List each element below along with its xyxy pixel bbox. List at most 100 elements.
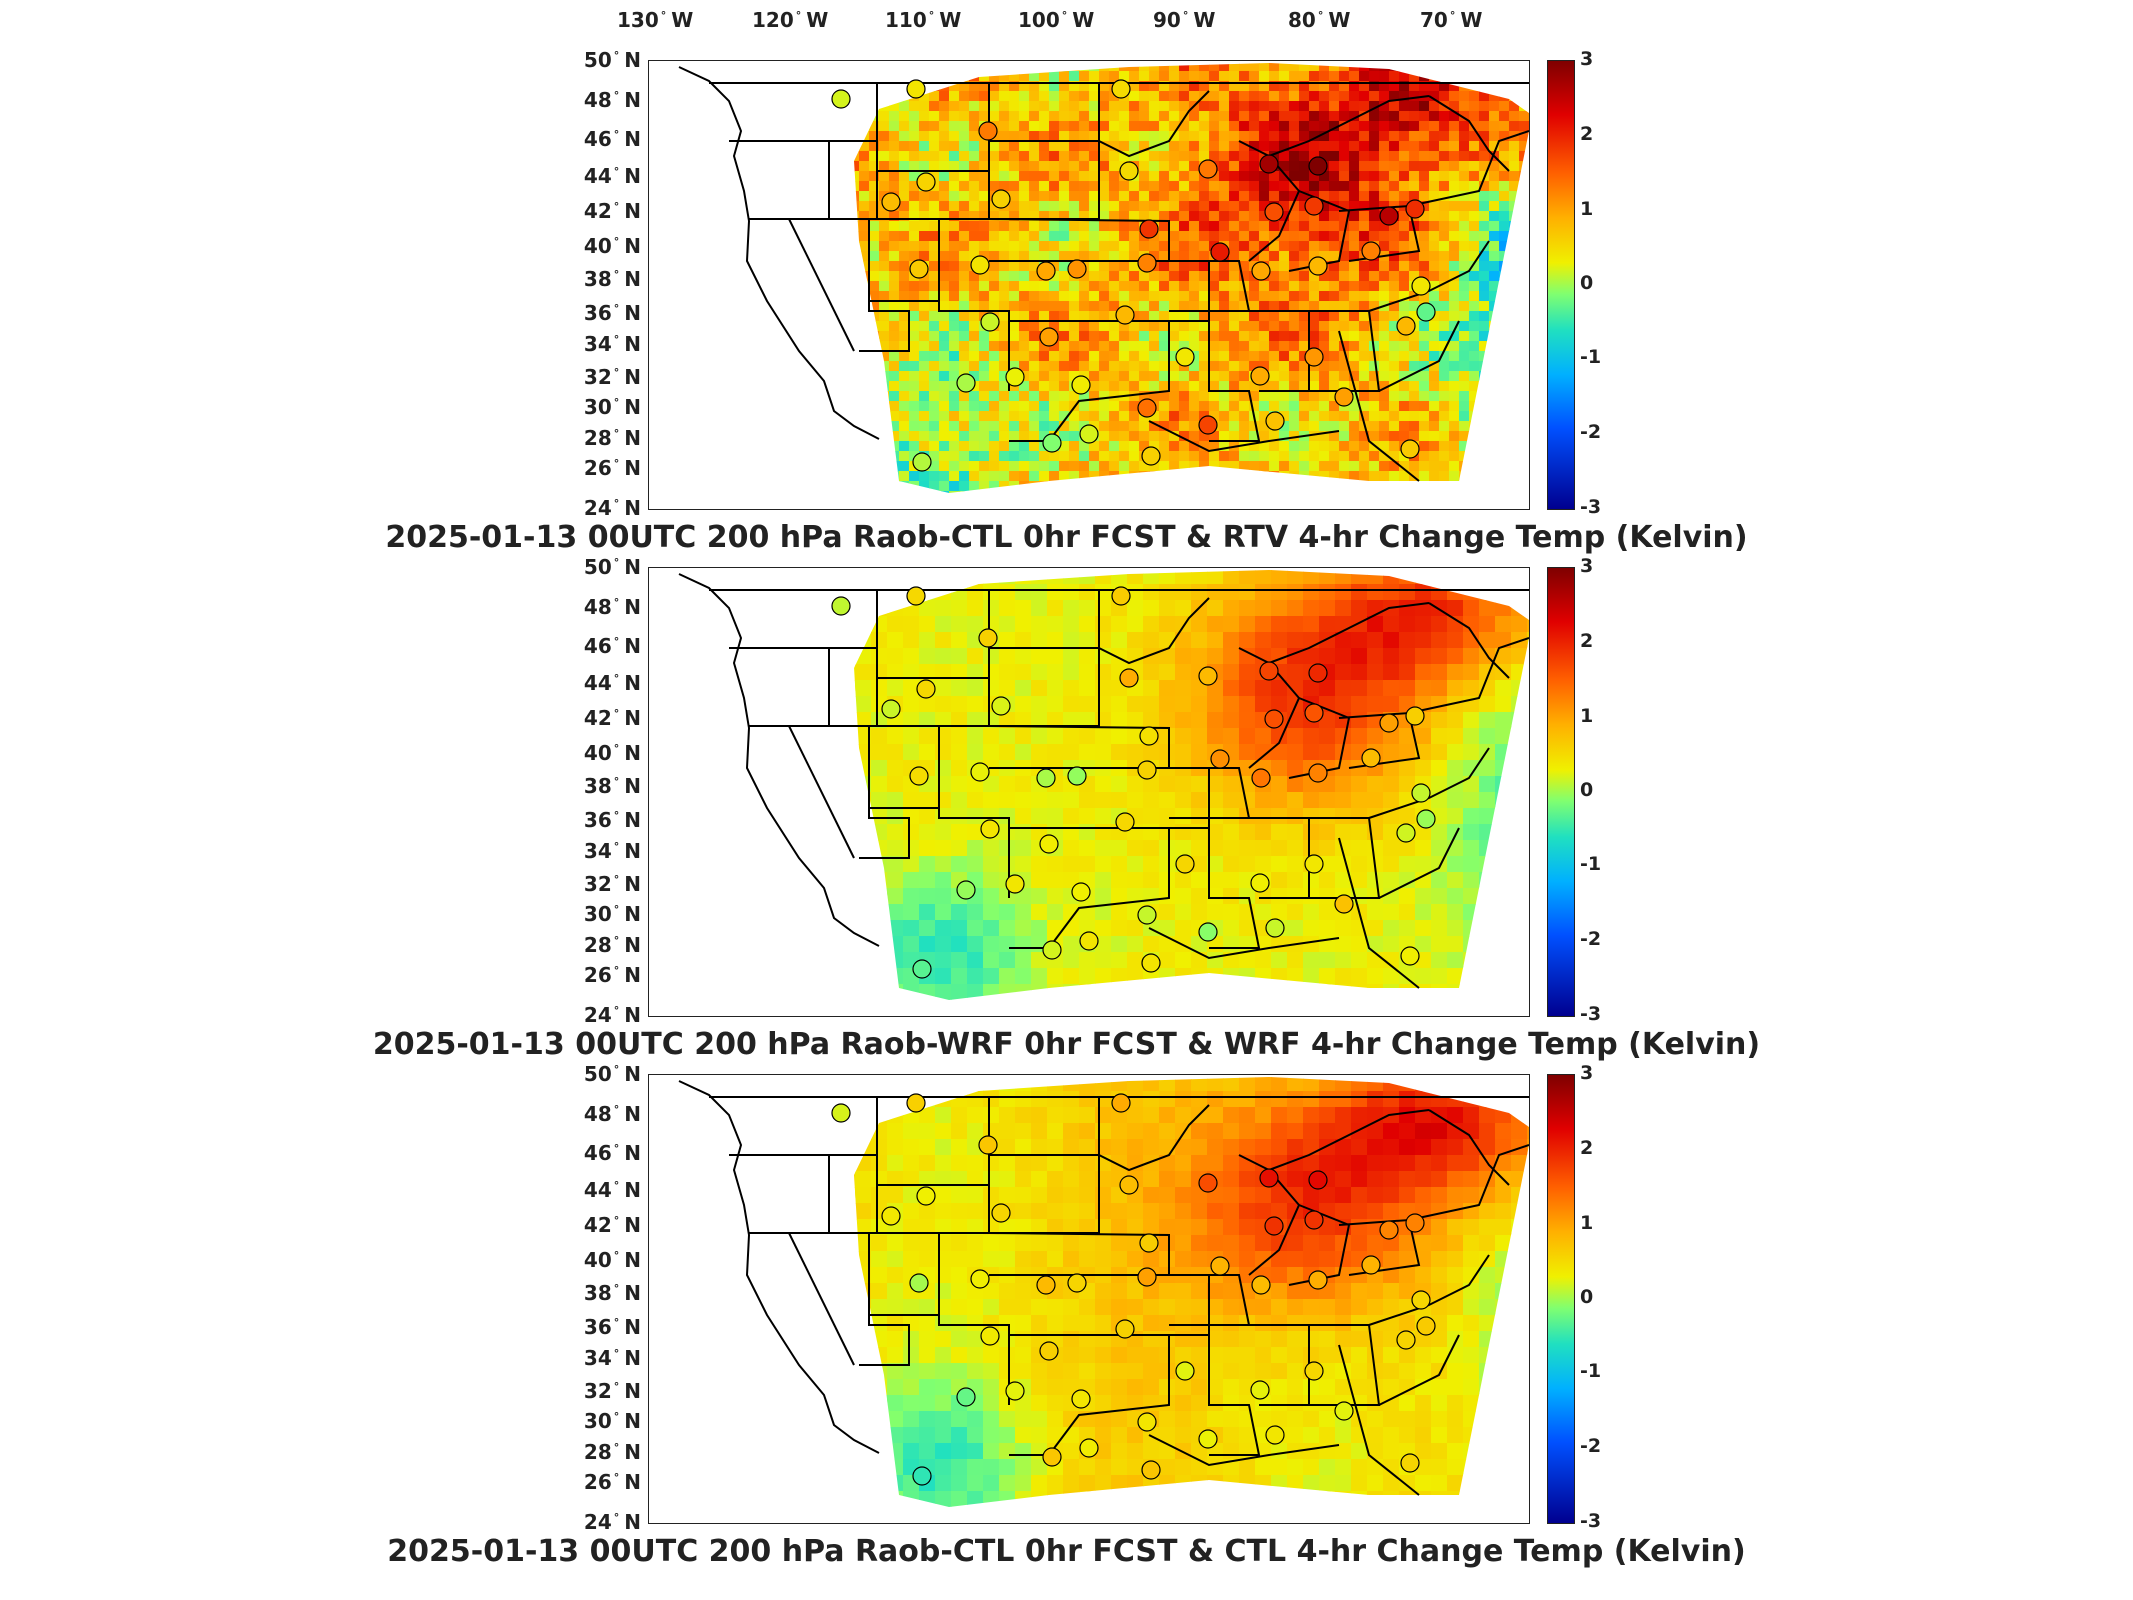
degree-symbol: ° xyxy=(613,1441,620,1455)
lat-label: 44 ° N xyxy=(584,164,641,188)
degree-symbol: ° xyxy=(613,457,620,471)
lat-hemisphere: N xyxy=(624,555,641,579)
raob-station-marker xyxy=(1036,1275,1056,1295)
degree-symbol: ° xyxy=(613,89,620,103)
lat-hemisphere: N xyxy=(624,88,641,112)
lat-hemisphere: N xyxy=(624,933,641,957)
degree-symbol: ° xyxy=(613,1471,620,1485)
raob-station-marker xyxy=(831,89,851,109)
map-canvas xyxy=(678,570,1529,1000)
degree-symbol: ° xyxy=(613,1282,620,1296)
raob-station-marker xyxy=(1259,154,1279,174)
raob-station-marker xyxy=(1141,446,1161,466)
lat-hemisphere: N xyxy=(624,365,641,389)
raob-station-marker xyxy=(1405,706,1425,726)
lat-label: 28 ° N xyxy=(584,933,641,957)
raob-station-marker xyxy=(881,192,901,212)
lat-hemisphere: N xyxy=(624,1315,641,1339)
raob-station-marker xyxy=(1071,1389,1091,1409)
lat-hemisphere: N xyxy=(624,1409,641,1433)
degree-symbol: ° xyxy=(613,775,620,789)
degree-symbol: ° xyxy=(613,934,620,948)
lat-hemisphere: N xyxy=(624,1102,641,1126)
raob-station-marker xyxy=(970,255,990,275)
degree-symbol: ° xyxy=(613,49,620,63)
degree-symbol: ° xyxy=(1182,9,1189,23)
raob-station-marker xyxy=(906,1093,926,1113)
lat-label: 34 ° N xyxy=(584,1346,641,1370)
lat-value: 50 xyxy=(583,48,612,72)
raob-station-marker xyxy=(1334,1401,1354,1421)
degree-symbol: ° xyxy=(1061,9,1068,23)
raob-station-marker xyxy=(1259,661,1279,681)
raob-station-marker xyxy=(1405,199,1425,219)
lat-value: 36 xyxy=(583,1315,612,1339)
raob-station-marker xyxy=(831,1103,851,1123)
raob-station-marker xyxy=(916,172,936,192)
lat-label: 26 ° N xyxy=(584,1470,641,1494)
colorbar-tick-label: -3 xyxy=(1580,1510,1602,1532)
degree-symbol: ° xyxy=(613,497,620,511)
degree-symbol: ° xyxy=(660,9,667,23)
colorbar-tick-label: -3 xyxy=(1580,496,1602,518)
degree-symbol: ° xyxy=(928,9,935,23)
raob-station-marker xyxy=(1119,161,1139,181)
raob-station-marker xyxy=(1115,812,1135,832)
lat-label: 28 ° N xyxy=(584,426,641,450)
colorbar-tick-label: -2 xyxy=(1580,1435,1602,1457)
raob-station-marker xyxy=(1361,241,1381,261)
lat-hemisphere: N xyxy=(624,1510,641,1534)
lat-hemisphere: N xyxy=(624,671,641,695)
lat-value: 38 xyxy=(583,774,612,798)
lat-value: 50 xyxy=(583,555,612,579)
lat-value: 24 xyxy=(583,1510,612,1534)
lat-hemisphere: N xyxy=(624,872,641,896)
raob-station-marker xyxy=(1079,424,1099,444)
raob-station-marker xyxy=(1039,327,1059,347)
lat-value: 38 xyxy=(583,1281,612,1305)
raob-station-marker xyxy=(1111,1093,1131,1113)
lat-label: 44 ° N xyxy=(584,671,641,695)
colorbar-tick-label: 2 xyxy=(1580,630,1594,652)
degree-symbol: ° xyxy=(613,427,620,441)
lat-hemisphere: N xyxy=(624,267,641,291)
lat-hemisphere: N xyxy=(624,634,641,658)
raob-station-marker xyxy=(1396,823,1416,843)
raob-station-marker xyxy=(1304,347,1324,367)
lat-value: 46 xyxy=(583,127,612,151)
lat-label: 42 ° N xyxy=(584,199,641,223)
lat-label: 50 ° N xyxy=(584,48,641,72)
degree-symbol: ° xyxy=(613,1179,620,1193)
lat-label: 24 ° N xyxy=(584,1003,641,1027)
raob-station-marker xyxy=(1139,1233,1159,1253)
degree-symbol: ° xyxy=(613,1347,620,1361)
degree-symbol: ° xyxy=(613,809,620,823)
lat-value: 36 xyxy=(583,808,612,832)
raob-station-marker xyxy=(1308,663,1328,683)
lat-label: 30 ° N xyxy=(584,395,641,419)
degree-symbol: ° xyxy=(613,333,620,347)
degree-symbol: ° xyxy=(613,1410,620,1424)
lat-hemisphere: N xyxy=(624,1440,641,1464)
lat-label: 44 ° N xyxy=(584,1178,641,1202)
degree-symbol: ° xyxy=(613,396,620,410)
lon-hemisphere: W xyxy=(671,8,694,32)
lon-label: 110 ° W xyxy=(885,8,961,32)
raob-station-marker xyxy=(1396,316,1416,336)
lat-value: 28 xyxy=(583,426,612,450)
degree-symbol: ° xyxy=(613,964,620,978)
lat-value: 28 xyxy=(583,1440,612,1464)
panel-title: 2025-01-13 00UTC 200 hPa Raob-CTL 0hr FC… xyxy=(387,1534,1746,1569)
degree-symbol: ° xyxy=(613,1063,620,1077)
state-boundaries xyxy=(678,66,1529,482)
raob-station-marker xyxy=(980,312,1000,332)
map-panel-3 xyxy=(648,1074,1530,1524)
raob-station-marker xyxy=(1379,1220,1399,1240)
raob-station-marker xyxy=(1079,931,1099,951)
lat-label: 48 ° N xyxy=(584,595,641,619)
raob-station-marker xyxy=(1264,709,1284,729)
raob-stations xyxy=(831,1093,1436,1486)
raob-station-marker xyxy=(1036,768,1056,788)
degree-symbol: ° xyxy=(613,672,620,686)
lon-value: 130 xyxy=(617,8,659,32)
